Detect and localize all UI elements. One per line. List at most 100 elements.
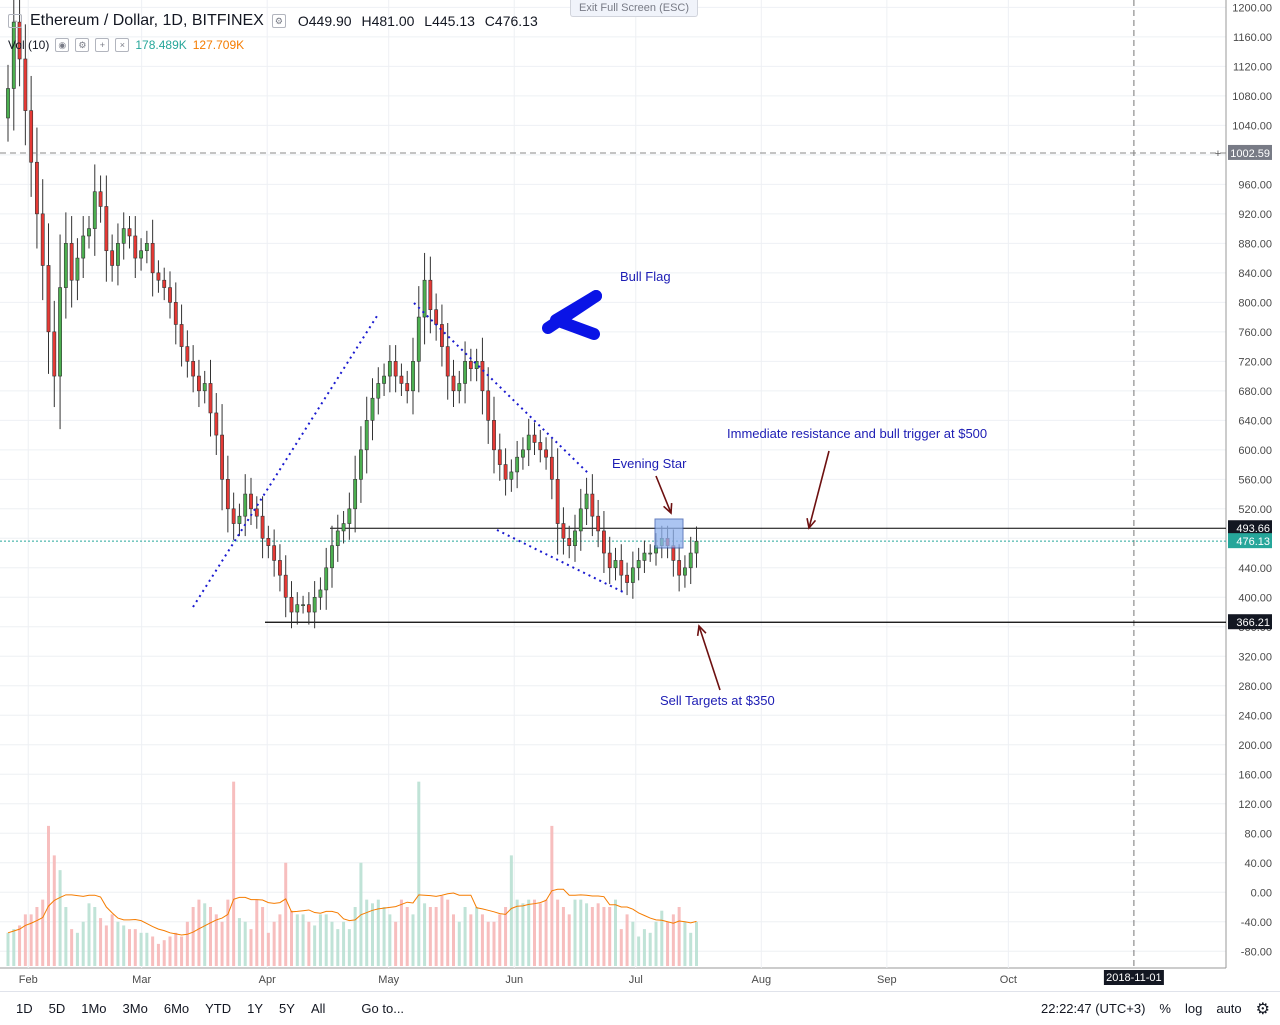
candle-body (445, 346, 450, 377)
candle-body (243, 493, 248, 517)
volume-bar (590, 907, 594, 966)
candle-body (359, 449, 363, 480)
range-button-5y[interactable]: 5Y (279, 1001, 295, 1016)
candle-body (225, 479, 230, 510)
gear-icon[interactable]: ⚙ (75, 38, 90, 52)
price-tick-label: 960.00 (1238, 179, 1272, 191)
candle-body (87, 228, 91, 237)
candle-body (376, 383, 381, 399)
candle-body (58, 287, 62, 377)
volume-bar (266, 932, 270, 966)
volume-bar (145, 932, 149, 966)
gear-icon[interactable]: ⚙ (1255, 1000, 1270, 1018)
candle-body (677, 560, 682, 576)
candle-body (330, 545, 334, 569)
candle-body (197, 375, 201, 392)
candle-body (503, 464, 508, 480)
volume-bar (29, 914, 33, 966)
range-button-ytd[interactable]: YTD (205, 1001, 232, 1016)
range-button-1mo[interactable]: 1Mo (81, 1001, 107, 1016)
price-tick-label: 40.00 (1244, 858, 1272, 870)
volume-bar (307, 921, 311, 966)
candle-body (492, 420, 496, 451)
price-tick-label: 800.00 (1238, 297, 1272, 309)
time-tick-label: Jun (505, 974, 523, 986)
volume-bar (243, 921, 247, 966)
candle-body (561, 523, 566, 539)
volume-bar (527, 899, 531, 966)
volume-bar (573, 899, 577, 966)
range-button-3mo[interactable]: 3Mo (122, 1001, 148, 1016)
volume-bar (104, 925, 108, 966)
volume-indicator-label[interactable]: Vol (10) (8, 38, 50, 52)
volume-bar (504, 907, 508, 966)
candle-body (544, 449, 548, 458)
candle-body (399, 375, 404, 384)
percent-toggle[interactable]: % (1159, 1001, 1171, 1016)
candle-body (11, 21, 16, 89)
volume-bar (585, 903, 589, 966)
sell-target-arrow-head (696, 624, 707, 637)
candle-body (220, 434, 224, 480)
candle-body (642, 552, 647, 561)
volume-bar (417, 781, 421, 966)
volume-up-value: 178.489K (135, 38, 187, 52)
ohlc-open: O449.90 (297, 13, 352, 29)
collapse-icon[interactable]: − (8, 14, 22, 28)
exit-fullscreen-button[interactable]: Exit Full Screen (ESC) (570, 0, 699, 17)
candle-body (683, 567, 687, 576)
volume-bar (290, 910, 293, 966)
candle-body (387, 361, 392, 377)
range-button-all[interactable]: All (310, 1001, 326, 1016)
candle-body (202, 383, 207, 392)
volume-bar (660, 910, 664, 966)
candle-body (173, 302, 178, 325)
range-button-1d[interactable]: 1D (16, 1001, 33, 1016)
volume-bar (237, 918, 241, 966)
candle-body (411, 361, 415, 392)
price-tick-label: 160.00 (1238, 769, 1272, 781)
candle-body (613, 560, 618, 569)
candle-body (283, 574, 288, 598)
log-toggle[interactable]: log (1184, 1001, 1203, 1016)
price-tick-label: 320.00 (1238, 651, 1272, 663)
volume-bar (544, 899, 548, 966)
price-tick-label: 0.00 (1251, 887, 1272, 899)
settings-icon[interactable]: ⚙ (271, 14, 286, 28)
volume-bar (405, 907, 409, 966)
volume-bar (695, 921, 698, 966)
range-button-1y[interactable]: 1Y (247, 1001, 264, 1016)
range-button-5d[interactable]: 5D (48, 1001, 66, 1016)
ohlc-high: H481.00 (361, 13, 415, 29)
price-tick-label: 1120.00 (1233, 61, 1272, 73)
auto-toggle[interactable]: auto (1216, 1001, 1242, 1016)
candle-body (318, 589, 323, 598)
volume-bar (295, 914, 299, 966)
flag-upper-line (413, 302, 589, 474)
candle-body (156, 272, 161, 281)
candle-body (596, 515, 601, 532)
evening-star-arrow-head (663, 502, 673, 515)
plus-icon[interactable]: + (95, 38, 110, 52)
annotation-sell-targets: Sell Targets at $350 (660, 693, 775, 708)
candle-body (214, 412, 219, 436)
candle-body (486, 390, 491, 421)
volume-bar (394, 921, 398, 966)
candle-body (6, 88, 10, 119)
volume-bar (58, 870, 62, 966)
close-icon[interactable]: × (115, 38, 130, 52)
candle-body (694, 540, 699, 554)
range-button-6mo[interactable]: 6Mo (163, 1001, 190, 1016)
candle-body (440, 324, 444, 347)
eye-icon[interactable]: ◉ (55, 38, 70, 52)
candle-body (422, 279, 427, 318)
volume-bar (637, 936, 641, 966)
candle-body (110, 250, 115, 266)
volume-bar (330, 921, 334, 966)
ohlc-readout: O449.90 H481.00 L445.13 C476.13 (298, 13, 544, 29)
volume-bar (284, 862, 288, 966)
price-tick-label: 680.00 (1238, 386, 1272, 398)
candle-body (526, 434, 531, 451)
goto-button[interactable]: Go to... (361, 1001, 405, 1016)
